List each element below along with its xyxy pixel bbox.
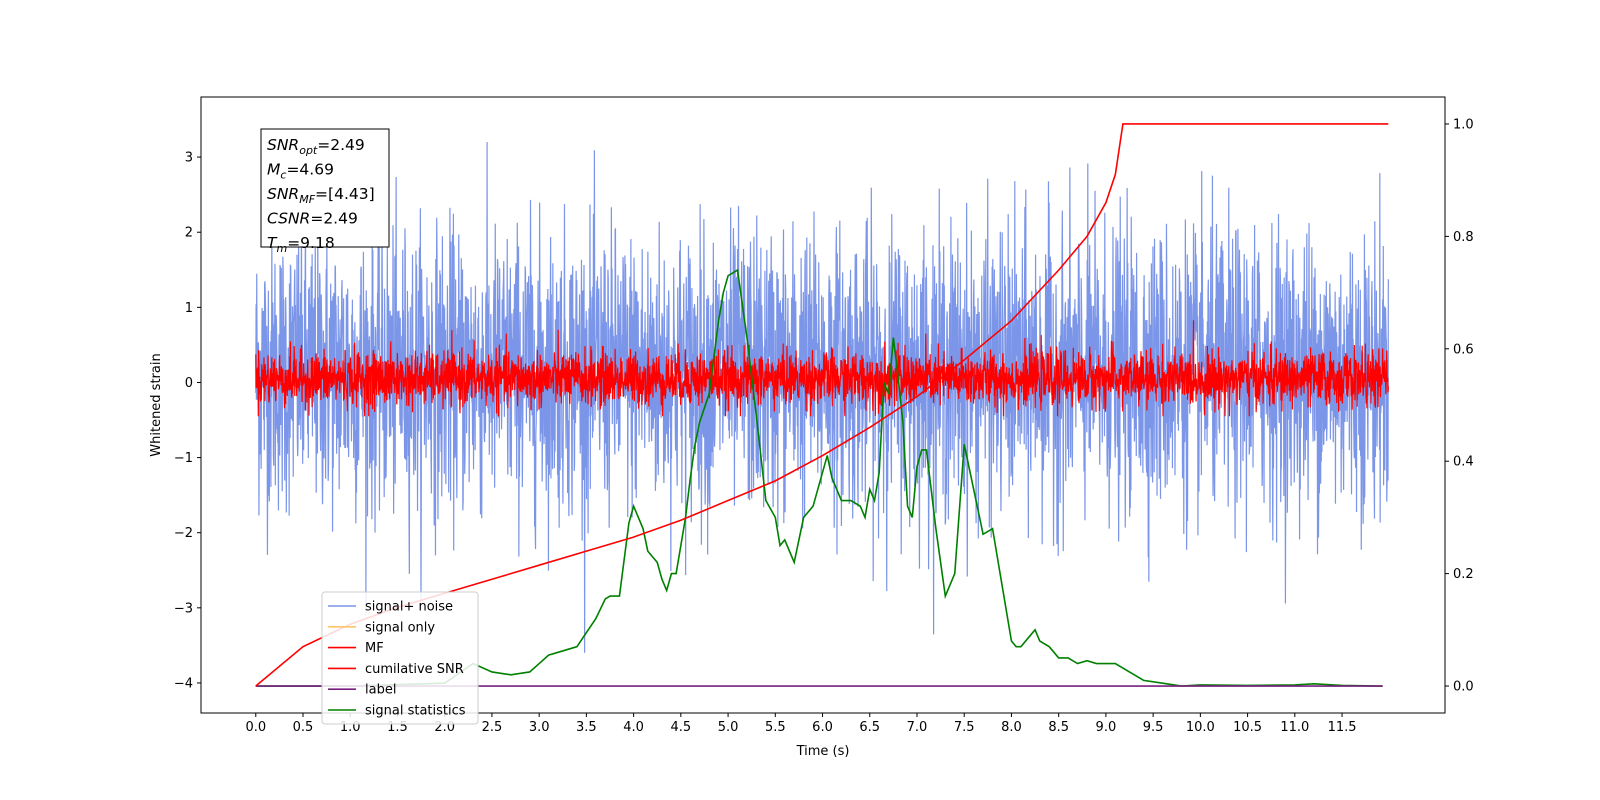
- x-tick-label: 8.5: [1048, 720, 1069, 735]
- x-tick-label: 8.0: [1001, 720, 1022, 735]
- x-tick-label: 6.0: [812, 720, 833, 735]
- x-tick-label: 10.0: [1186, 720, 1215, 735]
- annotation-line: SNRopt=2.49: [267, 136, 365, 157]
- x-tick-label: 3.0: [529, 720, 550, 735]
- annotation-line: SNRMF=[4.43]: [267, 185, 375, 206]
- x-tick-label: 0.5: [293, 720, 314, 735]
- x-tick-label: 10.5: [1233, 720, 1262, 735]
- legend-entry: MF: [365, 641, 384, 656]
- legend-entry: signal only: [365, 620, 435, 635]
- y2-tick-label: 1.0: [1453, 117, 1474, 132]
- y-tick-label: 3: [185, 151, 193, 166]
- x-tick-label: 3.5: [576, 720, 597, 735]
- stats-annotation-box: SNRopt=2.49 Mc=4.69 SNRMF=[4.43] CSNR=2.49 T…: [260, 128, 390, 255]
- y-tick-label: −3: [174, 601, 193, 616]
- x-tick-label: 11.5: [1328, 720, 1357, 735]
- x-tick-label: 9.0: [1096, 720, 1117, 735]
- legend-entry: cumilative SNR: [365, 662, 464, 677]
- annotation-line: Mc=4.69: [267, 161, 334, 182]
- x-axis: 0.0 0.5 1.0 1.5 2.0 2.5 3.0 3.5 4.0 4.5 5.0 5.5 6.0 6…: [245, 713, 1357, 735]
- x-tick-label: 11.0: [1280, 720, 1309, 735]
- x-tick-label: 6.5: [859, 720, 880, 735]
- x-tick-label: 9.5: [1143, 720, 1164, 735]
- x-tick-label: 2.5: [482, 720, 503, 735]
- y2-tick-label: 0.8: [1453, 230, 1474, 245]
- annotation-line: Tm=9.18: [267, 234, 335, 255]
- legend-frame: [321, 591, 479, 725]
- x-tick-label: 5.0: [718, 720, 739, 735]
- y2-tick-label: 0.4: [1453, 455, 1474, 470]
- y-axis-right: 0.0 0.2 0.4 0.6 0.8 1.0: [1445, 117, 1474, 695]
- legend-entry: signal+ noise: [365, 600, 453, 615]
- y2-tick-label: 0.6: [1453, 342, 1474, 357]
- legend-entry: label: [365, 683, 396, 698]
- x-axis-label: Time (s): [796, 744, 850, 759]
- series-line-5: [255, 268, 1383, 687]
- x-tick-label: 0.0: [245, 720, 266, 735]
- y-tick-label: −2: [174, 526, 193, 541]
- y-axis-left: −4 −3 −2 −1 0 1 2 3: [174, 151, 201, 691]
- y-tick-label: −1: [174, 451, 193, 466]
- y-tick-label: 0: [185, 376, 193, 391]
- y2-tick-label: 0.0: [1453, 680, 1474, 695]
- series-line-2: [255, 320, 1389, 417]
- x-tick-label: 4.5: [670, 720, 691, 735]
- annotation-frame: [260, 128, 390, 248]
- annotation-line: CSNR=2.49: [267, 210, 358, 228]
- x-tick-label: 4.0: [623, 720, 644, 735]
- legend-entry: signal statistics: [365, 704, 466, 719]
- x-tick-label: 7.0: [907, 720, 928, 735]
- y-tick-label: −4: [174, 676, 193, 691]
- series-line-0: [255, 141, 1389, 653]
- x-tick-label: 5.5: [765, 720, 786, 735]
- y2-tick-label: 0.2: [1453, 567, 1474, 582]
- y-tick-label: 2: [185, 226, 193, 241]
- x-tick-label: 7.5: [954, 720, 975, 735]
- y-tick-label: 1: [185, 301, 193, 316]
- y-axis-label: Whitened strain: [149, 353, 164, 456]
- legend: signal+ noise signal only MF cumilative SNR…: [321, 591, 479, 725]
